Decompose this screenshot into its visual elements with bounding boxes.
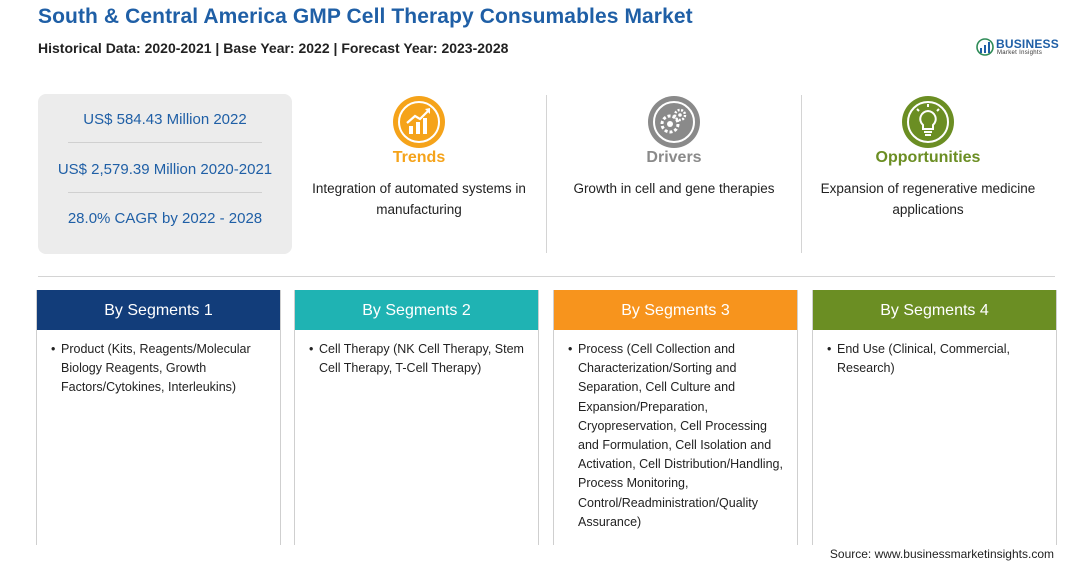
highlight-description: Expansion of regenerative medicine appli… [820,181,1036,217]
highlight-trends: Trends Integration of automated systems … [300,95,538,255]
segment-list: Product (Kits, Reagents/Molecular Biolog… [37,330,280,398]
stat-divider [68,142,262,143]
page-subtitle: Historical Data: 2020-2021 | Base Year: … [38,40,509,56]
highlight-description: Integration of automated systems in manu… [312,181,526,217]
section-divider [38,276,1055,277]
segment-card-1: By Segments 1 Product (Kits, Reagents/Mo… [36,290,281,545]
highlight-opportunities: Opportunities Expansion of regenerative … [810,95,1046,255]
segment-header: By Segments 4 [813,290,1056,330]
column-divider [546,95,547,253]
highlight-description: Growth in cell and gene therapies [573,181,775,196]
list-item: Cell Therapy (NK Cell Therapy, Stem Cell… [309,340,530,378]
trend-chart-icon [392,95,446,149]
gears-icon [647,95,701,149]
highlight-label: Trends [392,149,446,166]
stat-historical-value: US$ 2,579.39 Million 2020-2021 [57,161,273,178]
logo-globe-icon [976,38,994,56]
brand-logo: BUSINESS Market Insights [976,37,1066,61]
segment-card-4: By Segments 4 End Use (Clinical, Commerc… [812,290,1057,545]
segment-card-2: By Segments 2 Cell Therapy (NK Cell Ther… [294,290,539,545]
segment-header: By Segments 2 [295,290,538,330]
stat-market-value: US$ 584.43 Million 2022 [83,111,247,128]
lightbulb-icon [901,95,955,149]
stat-divider [68,192,262,193]
segment-card-3: By Segments 3 Process (Cell Collection a… [553,290,798,545]
key-stats-panel: US$ 584.43 Million 2022 US$ 2,579.39 Mil… [38,94,292,254]
list-item: Product (Kits, Reagents/Molecular Biolog… [51,340,272,398]
segment-header: By Segments 1 [37,290,280,330]
page-title: South & Central America GMP Cell Therapy… [38,5,693,28]
segment-list: End Use (Clinical, Commercial, Research) [813,330,1056,378]
list-item: End Use (Clinical, Commercial, Research) [827,340,1048,378]
segment-header: By Segments 3 [554,290,797,330]
segment-list: Cell Therapy (NK Cell Therapy, Stem Cell… [295,330,538,378]
list-item: Process (Cell Collection and Characteriz… [568,340,789,532]
logo-text-secondary: Market Insights [997,50,1043,56]
highlight-label: Opportunities [875,149,981,166]
highlight-label: Drivers [646,149,702,166]
stat-cagr: 28.0% CAGR by 2022 - 2028 [67,210,263,227]
source-note: Source: www.businessmarketinsights.com [829,547,1054,561]
column-divider [801,95,802,253]
highlight-drivers: Drivers Growth in cell and gene therapie… [556,95,792,255]
logo-text-primary: BUSINESS [996,37,1059,51]
segment-list: Process (Cell Collection and Characteriz… [554,330,797,532]
